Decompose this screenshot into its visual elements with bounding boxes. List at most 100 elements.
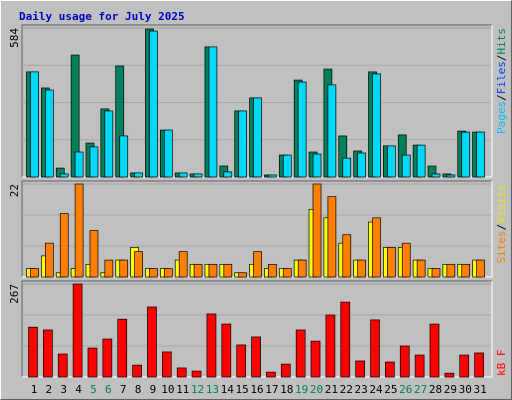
bar bbox=[401, 242, 411, 278]
legend-entry: / bbox=[495, 55, 508, 62]
x-tick-label: 1 bbox=[31, 383, 38, 396]
bar bbox=[297, 81, 307, 178]
x-tick-label: 10 bbox=[161, 383, 174, 396]
bar bbox=[431, 268, 441, 278]
bar bbox=[72, 283, 83, 378]
bar bbox=[59, 173, 69, 178]
bar bbox=[446, 263, 456, 278]
x-tick-label: 3 bbox=[60, 383, 67, 396]
y-tick-label: 267 bbox=[8, 284, 21, 304]
bar bbox=[297, 259, 307, 278]
bar bbox=[117, 318, 128, 378]
bar bbox=[161, 351, 172, 378]
bar bbox=[193, 173, 203, 178]
bar bbox=[87, 347, 98, 378]
chart-title: Daily usage for July 2025 bbox=[19, 10, 185, 23]
x-tick-label: 17 bbox=[265, 383, 278, 396]
bar bbox=[476, 259, 485, 278]
bar bbox=[385, 361, 395, 378]
bar bbox=[357, 259, 366, 278]
bar bbox=[149, 268, 158, 278]
bar bbox=[206, 313, 217, 378]
legend-entry: / bbox=[495, 94, 508, 101]
x-tick-label: 16 bbox=[250, 383, 263, 396]
legend-entry: Hits bbox=[495, 28, 508, 55]
bar bbox=[310, 340, 321, 378]
x-tick-label: 15 bbox=[236, 383, 249, 396]
bar bbox=[266, 371, 276, 378]
bar bbox=[30, 268, 39, 278]
panel-shadow bbox=[21, 280, 492, 377]
bar bbox=[176, 367, 187, 378]
bar bbox=[45, 89, 54, 178]
x-tick-label: 28 bbox=[429, 383, 442, 396]
x-tick-label: 20 bbox=[310, 383, 323, 396]
x-tick-label: 5 bbox=[90, 383, 97, 396]
bar bbox=[28, 326, 38, 378]
bar bbox=[193, 263, 203, 278]
bar bbox=[163, 129, 173, 178]
legend-entry: Files bbox=[495, 61, 508, 94]
bar bbox=[132, 364, 142, 378]
bar bbox=[221, 323, 232, 378]
bar bbox=[327, 196, 337, 278]
bar bbox=[372, 217, 381, 278]
bar bbox=[342, 157, 352, 178]
bar bbox=[45, 242, 54, 278]
legend-entry: / bbox=[495, 224, 508, 231]
bar bbox=[282, 154, 292, 178]
bar bbox=[282, 268, 292, 278]
x-tick-label: 24 bbox=[369, 383, 383, 396]
bar bbox=[387, 247, 396, 278]
legend: Pages/Files/Hits bbox=[495, 28, 508, 134]
bar bbox=[461, 263, 471, 278]
bar bbox=[416, 259, 426, 278]
bar bbox=[446, 174, 456, 178]
bar bbox=[59, 213, 69, 278]
bar bbox=[429, 323, 440, 378]
bar bbox=[461, 131, 471, 178]
bar bbox=[474, 352, 484, 378]
bar bbox=[178, 251, 188, 278]
bar bbox=[223, 171, 233, 178]
bar bbox=[268, 263, 277, 278]
bar bbox=[325, 314, 336, 378]
bar bbox=[355, 360, 365, 378]
bar bbox=[459, 354, 470, 378]
bar bbox=[399, 345, 410, 378]
y-tick-label: 22 bbox=[8, 184, 21, 197]
bar bbox=[238, 110, 248, 178]
bar bbox=[342, 234, 352, 278]
x-tick-label: 19 bbox=[295, 383, 308, 396]
x-tick-label: 29 bbox=[444, 383, 457, 396]
bar bbox=[134, 251, 143, 278]
bar bbox=[238, 272, 248, 278]
bar bbox=[268, 174, 277, 178]
bar bbox=[327, 84, 337, 178]
x-tick-label: 11 bbox=[176, 383, 189, 396]
bar bbox=[134, 172, 143, 178]
bar bbox=[102, 338, 113, 378]
bar bbox=[416, 144, 426, 178]
x-tick-label: 22 bbox=[340, 383, 353, 396]
bar bbox=[163, 268, 173, 278]
bar bbox=[43, 329, 53, 378]
panel-shadow bbox=[21, 24, 492, 177]
bar bbox=[147, 306, 157, 378]
bar bbox=[295, 329, 306, 378]
legend: Sites/Visits bbox=[495, 184, 508, 264]
bar bbox=[57, 353, 68, 378]
bar bbox=[74, 151, 84, 178]
bar bbox=[414, 354, 425, 378]
x-tick-label: 2 bbox=[46, 383, 53, 396]
legend-entry: Visits bbox=[495, 184, 508, 224]
x-tick-label: 13 bbox=[206, 383, 219, 396]
x-tick-label: 8 bbox=[135, 383, 142, 396]
bar bbox=[208, 263, 218, 278]
bar bbox=[74, 183, 84, 278]
bar bbox=[312, 153, 322, 178]
bar bbox=[431, 173, 441, 178]
x-tick-label: 4 bbox=[75, 383, 82, 396]
